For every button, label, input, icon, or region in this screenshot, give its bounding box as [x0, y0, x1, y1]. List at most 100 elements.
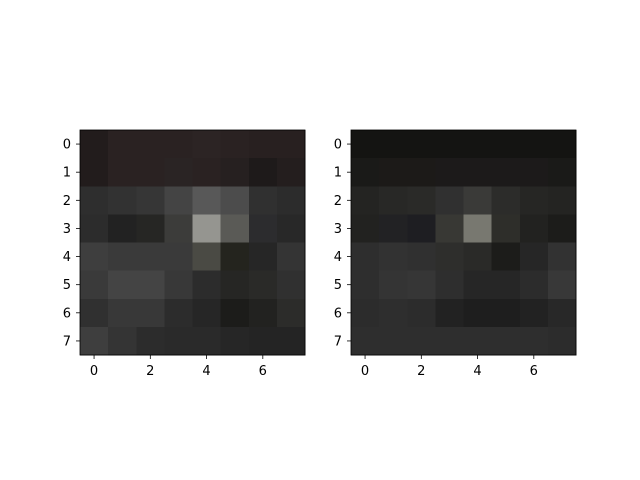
image-pixel-r5-c2: [407, 270, 436, 300]
image-pixel-r7-c1: [379, 326, 408, 356]
x-tick-label: 0: [361, 364, 369, 379]
image-pixel-r6-c4: [463, 298, 493, 328]
image-pixel-r2-c1: [379, 186, 408, 215]
image-pixel-r3-c1: [108, 214, 137, 243]
image-pixel-r1-c2: [407, 158, 436, 187]
image-pixel-r0-c7: [547, 130, 577, 159]
image-pixel-r7-c6: [519, 326, 549, 356]
image-pixel-r4-c3: [435, 242, 464, 272]
image-pixel-r1-c4: [463, 158, 493, 187]
image-pixel-r3-c6: [519, 214, 549, 243]
image-pixel-r1-c4: [192, 158, 222, 187]
image-pixel-r1-c7: [547, 158, 577, 187]
image-pixel-r0-c5: [491, 130, 521, 159]
image-pixel-r5-c0: [351, 270, 380, 300]
image-pixel-r2-c5: [491, 186, 521, 215]
image-pixel-r2-c0: [351, 186, 380, 215]
axes-frame: [350, 129, 577, 356]
image-pixel-r4-c3: [164, 242, 193, 272]
image-pixel-r4-c2: [136, 242, 165, 272]
y-tick-label: 6: [334, 306, 342, 321]
image-pixel-r5-c6: [519, 270, 549, 300]
image-pixel-r6-c2: [136, 298, 165, 328]
y-tick-label: 0: [334, 138, 342, 153]
image-pixel-r1-c7: [276, 158, 306, 187]
image-pixel-r6-c6: [248, 298, 278, 328]
image-pixel-r6-c0: [351, 298, 380, 328]
image-pixel-r4-c1: [379, 242, 408, 272]
image-pixel-r2-c2: [407, 186, 436, 215]
image-pixel-r6-c1: [379, 298, 408, 328]
image-pixel-r0-c5: [220, 130, 250, 159]
image-pixel-r0-c2: [407, 130, 436, 159]
image-pixel-r4-c7: [547, 242, 577, 272]
y-tick-label: 7: [334, 334, 342, 349]
y-tick-label: 3: [63, 222, 71, 237]
y-tick-label: 6: [63, 306, 71, 321]
y-tick-label: 4: [334, 250, 342, 265]
image-pixel-r5-c2: [136, 270, 165, 300]
image-pixel-r5-c1: [108, 270, 137, 300]
image-pixel-r3-c1: [379, 214, 408, 243]
image-pixel-r7-c4: [192, 326, 222, 356]
image-pixel-r3-c5: [491, 214, 521, 243]
image-pixel-r6-c5: [491, 298, 521, 328]
image-pixel-r0-c6: [248, 130, 278, 159]
image-pixel-r2-c7: [276, 186, 306, 215]
image-pixel-r0-c6: [519, 130, 549, 159]
image-pixel-r4-c6: [248, 242, 278, 272]
image-pixel-r7-c0: [351, 326, 380, 356]
image-pixel-r4-c0: [351, 242, 380, 272]
image-pixel-r0-c1: [108, 130, 137, 159]
image-pixel-r2-c4: [192, 186, 222, 215]
image-pixel-r5-c7: [276, 270, 306, 300]
image-pixel-r4-c5: [220, 242, 250, 272]
image-pixel-r6-c3: [164, 298, 193, 328]
image-pixel-r3-c6: [248, 214, 278, 243]
image-pixel-r7-c3: [435, 326, 464, 356]
image-pixel-r7-c2: [136, 326, 165, 356]
image-pixel-r5-c1: [379, 270, 408, 300]
image-pixel-r7-c5: [220, 326, 250, 356]
image-pixel-r3-c7: [547, 214, 577, 243]
image-pixel-r6-c1: [108, 298, 137, 328]
image-pixel-r0-c7: [276, 130, 306, 159]
image-pixel-r6-c6: [519, 298, 549, 328]
image-pixel-r3-c4: [463, 214, 493, 243]
image-pixel-r3-c5: [220, 214, 250, 243]
image-pixel-r5-c4: [192, 270, 222, 300]
image-pixel-r6-c7: [276, 298, 306, 328]
image-pixel-r0-c4: [192, 130, 222, 159]
y-tick-label: 3: [334, 222, 342, 237]
x-tick-label: 6: [530, 364, 538, 379]
image-pixel-r7-c4: [463, 326, 493, 356]
image-pixel-r7-c2: [407, 326, 436, 356]
image-pixel-r0-c2: [136, 130, 165, 159]
image-pixel-r1-c5: [491, 158, 521, 187]
y-tick-label: 1: [334, 166, 342, 181]
image-pixel-r2-c3: [435, 186, 464, 215]
image-pixel-r1-c0: [351, 158, 380, 187]
image-pixel-r6-c4: [192, 298, 222, 328]
image-pixel-r2-c6: [519, 186, 549, 215]
image-pixel-r4-c6: [519, 242, 549, 272]
image-pixel-r1-c3: [435, 158, 464, 187]
image-pixel-r7-c7: [276, 326, 306, 356]
image-pixel-r7-c1: [108, 326, 137, 356]
image-pixel-r6-c2: [407, 298, 436, 328]
image-pixel-r1-c1: [108, 158, 137, 187]
image-pixel-r3-c7: [276, 214, 306, 243]
image-pixel-r2-c5: [220, 186, 250, 215]
x-tick-label: 2: [417, 364, 425, 379]
image-pixel-r3-c2: [407, 214, 436, 243]
image-pixel-r2-c6: [248, 186, 278, 215]
image-pixel-r0-c3: [164, 130, 193, 159]
image-pixel-r1-c1: [379, 158, 408, 187]
image-pixel-r5-c5: [491, 270, 521, 300]
image-pixel-r7-c3: [164, 326, 193, 356]
x-tick-label: 0: [90, 364, 98, 379]
image-pixel-r4-c7: [276, 242, 306, 272]
image-pixel-r2-c7: [547, 186, 577, 215]
y-tick-label: 4: [63, 250, 71, 265]
